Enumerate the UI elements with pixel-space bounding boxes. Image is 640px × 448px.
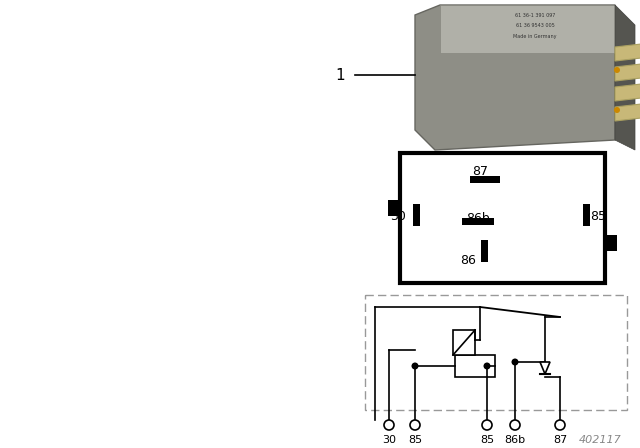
Text: Made in Germany: Made in Germany <box>513 34 557 39</box>
Bar <box>453 330 475 355</box>
Text: 85: 85 <box>480 435 494 445</box>
Bar <box>388 200 400 216</box>
Bar <box>481 240 488 262</box>
Bar <box>470 176 500 183</box>
Polygon shape <box>615 43 640 61</box>
Polygon shape <box>615 5 635 150</box>
Circle shape <box>614 107 620 113</box>
Polygon shape <box>440 5 615 53</box>
Polygon shape <box>540 362 550 374</box>
Polygon shape <box>615 83 640 101</box>
Circle shape <box>410 420 420 430</box>
Circle shape <box>412 362 419 370</box>
Bar <box>583 204 590 226</box>
Text: 61 36 9543 005: 61 36 9543 005 <box>516 23 554 28</box>
Text: 402117: 402117 <box>579 435 622 445</box>
Text: 61 36-1 391 097: 61 36-1 391 097 <box>515 13 555 18</box>
Text: 85: 85 <box>408 435 422 445</box>
Text: 30: 30 <box>390 210 406 223</box>
Text: 1: 1 <box>335 68 345 82</box>
Text: 85: 85 <box>590 210 606 223</box>
Circle shape <box>483 362 490 370</box>
Bar <box>455 355 495 377</box>
Circle shape <box>614 67 620 73</box>
Text: 86b: 86b <box>504 435 525 445</box>
Bar <box>413 204 420 226</box>
Polygon shape <box>415 5 615 150</box>
Circle shape <box>511 358 518 366</box>
Text: 86b: 86b <box>466 212 490 225</box>
Polygon shape <box>615 63 640 81</box>
Circle shape <box>384 420 394 430</box>
Polygon shape <box>615 103 640 121</box>
Bar <box>605 235 617 251</box>
Circle shape <box>555 420 565 430</box>
Text: 87: 87 <box>472 165 488 178</box>
Circle shape <box>510 420 520 430</box>
Bar <box>462 218 494 225</box>
Text: 30: 30 <box>382 435 396 445</box>
Circle shape <box>482 420 492 430</box>
Bar <box>400 153 605 283</box>
Text: 87: 87 <box>553 435 567 445</box>
Text: 86: 86 <box>460 254 476 267</box>
Bar <box>365 295 627 410</box>
